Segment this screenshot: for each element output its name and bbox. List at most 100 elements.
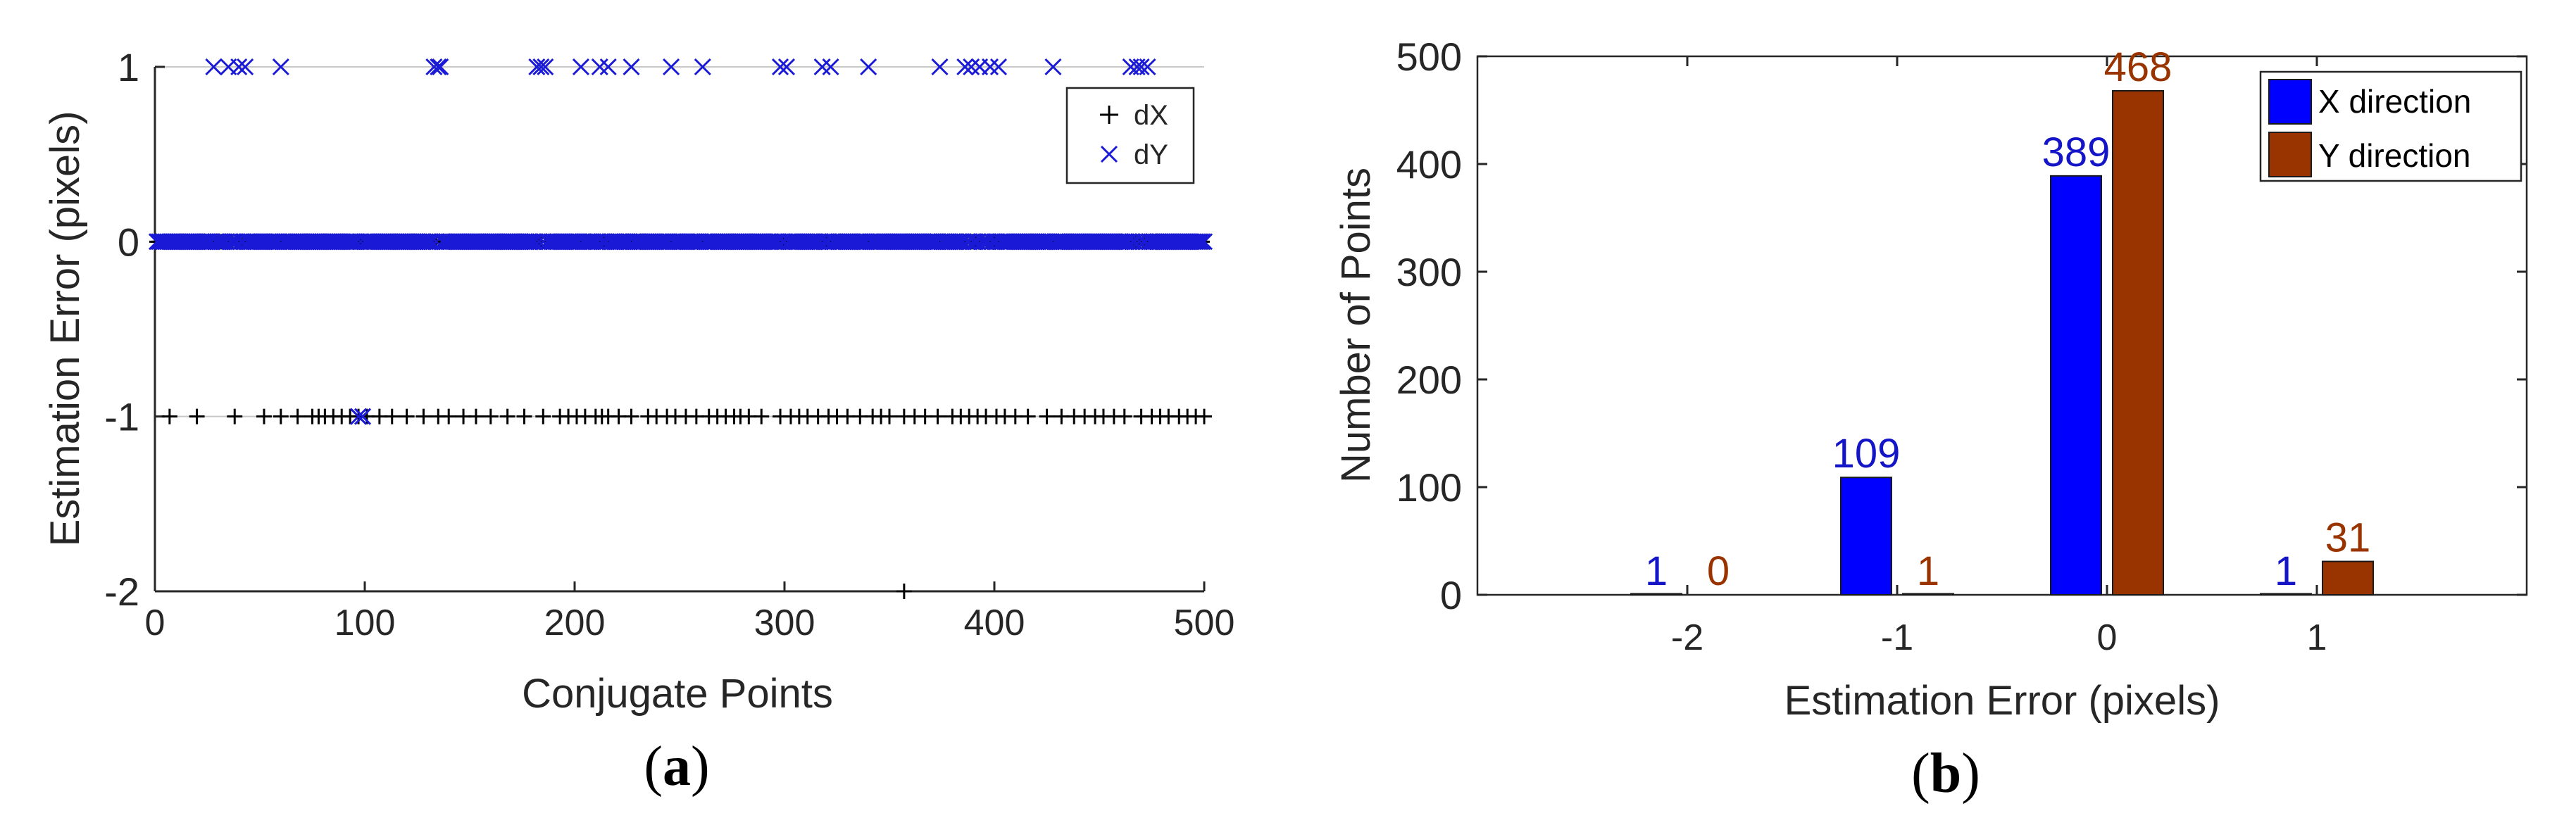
panel-b-x-tick-label: -1 [1881, 617, 1913, 658]
marker-dy [1195, 233, 1213, 251]
bar-x-direction [1630, 593, 1682, 596]
marker-dy [1193, 233, 1211, 251]
legend-entry-dy: dY [1100, 139, 1168, 170]
marker-dy [421, 233, 439, 251]
data-label-x-direction: 389 [2042, 130, 2111, 175]
marker-dy [226, 233, 244, 251]
panel-b-y-axis-label: Number of Points [1333, 168, 1379, 483]
data-label-y-direction: 31 [2325, 515, 2371, 561]
marker-dx [930, 408, 946, 424]
data-label-y-direction: 468 [2104, 44, 2172, 90]
marker-dy [663, 58, 680, 76]
panel-a-x-axis-label: Conjugate Points [522, 671, 833, 717]
marker-dx [161, 408, 177, 424]
marker-dy [1044, 58, 1062, 76]
marker-dy [532, 58, 550, 76]
data-label-x-direction: 109 [1832, 431, 1901, 477]
marker-dy [683, 233, 701, 251]
legend-swatch-x-direction [2268, 79, 2312, 125]
marker-dy [623, 58, 640, 76]
marker-dy [339, 233, 357, 251]
panel-a-x-tick-label: 100 [334, 603, 396, 643]
panel-b-y-tick-label: 300 [1396, 250, 1462, 294]
panel-a-legend-box [1065, 87, 1195, 184]
bar-y-direction [1902, 593, 1954, 596]
marker-dy [694, 58, 711, 76]
panel-b-y-tick-label: 100 [1396, 465, 1462, 510]
marker-dy [272, 58, 289, 76]
marker-dy [599, 58, 617, 76]
marker-dy [963, 58, 980, 76]
panel-b-y-tick-label: 0 [1440, 573, 1462, 617]
marker-dy [956, 58, 974, 76]
marker-dy [425, 58, 443, 76]
marker-dx [441, 408, 457, 424]
panel-b-legend: X direction Y direction [2259, 70, 2522, 182]
marker-dx [499, 408, 515, 424]
marker-dy [526, 233, 544, 251]
panel-a-label: (a) [644, 736, 709, 798]
legend-label-dx: dX [1134, 100, 1168, 131]
marker-dy [344, 233, 361, 251]
marker-dx [415, 408, 432, 424]
marker-dy [979, 233, 997, 251]
marker-dy [209, 233, 227, 251]
marker-dy [528, 58, 546, 76]
marker-dy [1111, 233, 1129, 251]
marker-dy [813, 58, 831, 76]
marker-dy [768, 233, 785, 251]
marker-dy [803, 233, 820, 251]
panel-a-x-tick-label: 500 [1174, 603, 1235, 643]
panel-a-y-tick-label: 0 [118, 220, 139, 264]
marker-dx [227, 408, 243, 424]
legend-entry-dx: dX [1100, 100, 1168, 131]
legend-marker-x-icon [1100, 145, 1118, 163]
panel-b-y-tick-label: 500 [1396, 34, 1462, 79]
bar-y-direction [2322, 560, 2374, 596]
panel-b-y-tick-label: 200 [1396, 358, 1462, 402]
marker-dy [230, 58, 248, 76]
marker-dy [537, 58, 554, 76]
panel-a-ticks: 10-1-20 100 200 300 400 500 [104, 45, 1234, 643]
data-label-y-direction: 1 [1917, 548, 1939, 594]
marker-dy [572, 58, 590, 76]
marker-dy [349, 408, 368, 425]
marker-dy [1034, 233, 1051, 251]
legend-marker-dx [1100, 106, 1118, 124]
panel-a-plot-area [155, 67, 1204, 591]
panel-a-scatter-chart: 10-1-20 100 200 300 400 500 Conjugate Points … [42, 45, 1234, 798]
panel-b-x-tick-label: -2 [1671, 617, 1703, 658]
marker-dx [535, 408, 551, 424]
data-label-x-direction: 1 [2275, 548, 2297, 594]
marker-dy [860, 58, 877, 76]
marker-dy [920, 233, 938, 251]
panel-a-axes [154, 67, 1204, 593]
panel-b-x-axis-label: Estimation Error (pixels) [1784, 678, 2220, 724]
bar-x-direction [2260, 593, 2312, 596]
panel-a-x-tick-label: 400 [964, 603, 1025, 643]
panel-a-y-tick-label: -2 [104, 569, 139, 614]
marker-dy [1139, 58, 1156, 76]
marker-dy [261, 233, 279, 251]
marker-dy [771, 58, 789, 76]
marker-dy [981, 58, 999, 76]
marker-dx [482, 408, 499, 424]
marker-dy [580, 233, 598, 251]
marker-dy [237, 58, 254, 76]
panel-a-y-axis-label: Estimation Error (pixels) [42, 111, 88, 547]
panel-a-x-tick-label: 0 [145, 603, 165, 643]
marker-dy [415, 233, 432, 251]
marker-dx [273, 408, 289, 424]
bar-x-direction [2050, 175, 2102, 596]
legend-label-x-direction: X direction [2318, 83, 2471, 120]
legend-label-y-direction: Y direction [2318, 137, 2471, 174]
marker-dx [1039, 408, 1055, 424]
marker-dx [896, 584, 912, 599]
marker-dy [961, 233, 978, 251]
panel-b-label: (b) [1911, 743, 1980, 805]
marker-dy [761, 233, 779, 251]
marker-dy [946, 233, 963, 251]
